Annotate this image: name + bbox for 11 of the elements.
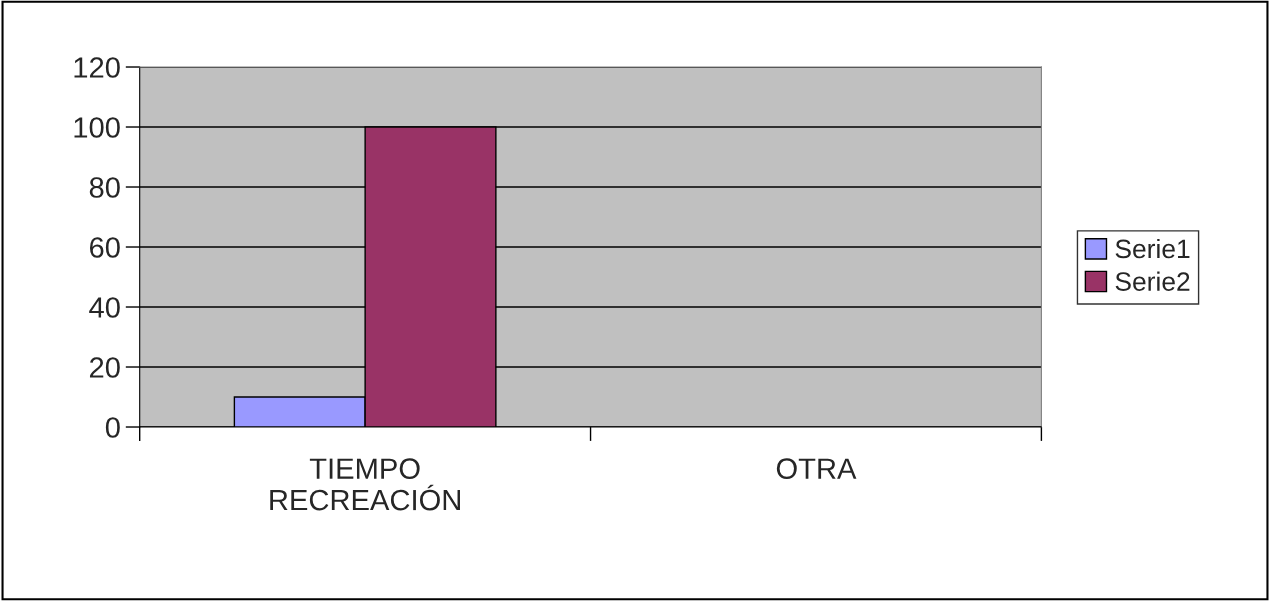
y-tick-label: 40 (89, 297, 120, 318)
y-tick-label: 120 (74, 57, 120, 78)
x-tick-label: TIEMPO RECREACIÓN (270, 458, 460, 511)
legend-label: Serie2 (1115, 271, 1190, 291)
y-tick-label: 80 (89, 177, 120, 198)
x-tick-label: OTRA (776, 458, 857, 479)
y-tick-label: 60 (89, 237, 120, 258)
y-tick-label: 100 (74, 117, 120, 138)
y-tick-label: 0 (105, 417, 120, 438)
legend-label: Serie1 (1115, 238, 1190, 259)
y-tick-label: 20 (89, 357, 120, 378)
